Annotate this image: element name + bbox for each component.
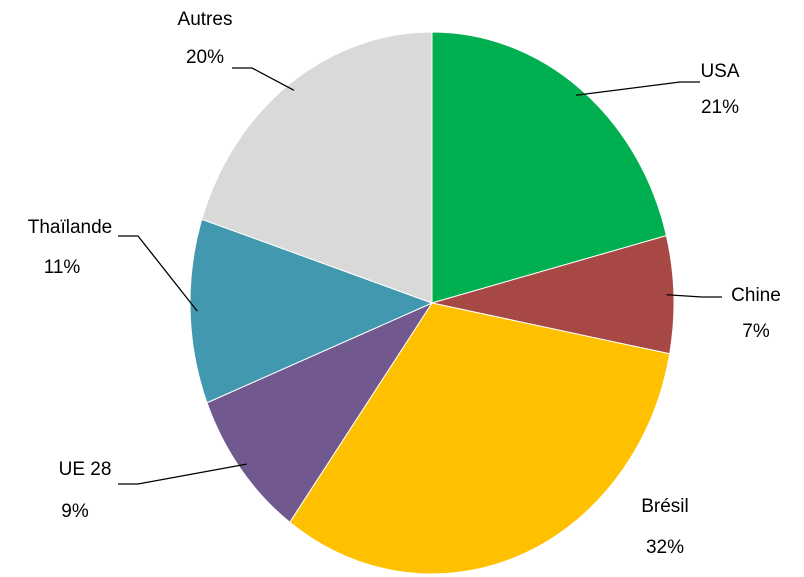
pie-slice (289, 302, 671, 575)
leader-line (232, 67, 295, 91)
value-label: 9% (61, 501, 89, 522)
category-label: Chine (731, 285, 781, 306)
category-label: UE 28 (59, 459, 112, 480)
value-label: 32% (646, 537, 684, 558)
leader-line (118, 463, 247, 485)
pie-slice (431, 234, 675, 355)
pie-slice (206, 301, 434, 523)
value-label: 11% (44, 257, 81, 278)
leader-line (575, 81, 700, 96)
value-label: 20% (186, 47, 224, 68)
leader-line (118, 235, 198, 312)
pie-slice (201, 31, 433, 304)
leader-line (666, 294, 722, 298)
pie-slice (189, 218, 434, 404)
value-label: 21% (701, 97, 739, 118)
category-label: USA (700, 61, 739, 82)
category-label: Thaïlande (28, 217, 113, 238)
category-label: Autres (178, 9, 233, 30)
category-label: Brésil (641, 496, 689, 517)
value-label: 7% (742, 321, 770, 342)
pie-slice (431, 31, 667, 304)
